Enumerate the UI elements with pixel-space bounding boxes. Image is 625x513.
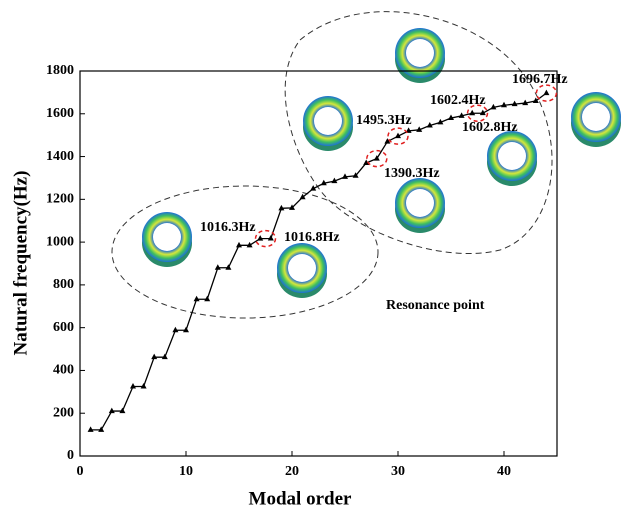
x-tick-label: 30 <box>391 464 405 479</box>
data-point <box>130 383 136 389</box>
data-point <box>268 235 274 241</box>
mode-shape-hole <box>288 254 316 282</box>
x-tick-label: 20 <box>285 464 299 479</box>
y-tick-label: 1200 <box>46 192 74 207</box>
data-point <box>194 296 200 302</box>
y-axis-label: Natural frequency(Hz) <box>10 171 31 356</box>
y-tick-label: 1400 <box>46 149 74 164</box>
annotation: 1390.3Hz <box>384 166 440 181</box>
chart: Modal order Natural frequency(Hz) 020040… <box>0 0 625 513</box>
data-point <box>543 90 549 96</box>
data-point <box>469 110 475 116</box>
annotation: 1696.7Hz <box>512 72 568 87</box>
data-point <box>162 354 168 360</box>
x-tick-label: 10 <box>179 464 193 479</box>
data-point <box>225 264 231 270</box>
data-point <box>172 327 178 333</box>
y-tick-label: 1000 <box>46 234 74 249</box>
data-point <box>88 426 94 432</box>
annotation: 1602.4Hz <box>430 93 486 108</box>
annotation: 1016.3Hz <box>200 220 256 235</box>
y-tick-label: 200 <box>53 405 74 420</box>
mode-shape-hole <box>498 142 526 170</box>
data-point <box>278 205 284 211</box>
annotation: 1602.8Hz <box>462 120 518 135</box>
data-point <box>141 383 147 389</box>
y-tick-label: 1600 <box>46 106 74 121</box>
annotation: 1016.8Hz <box>284 230 340 245</box>
data-point <box>119 408 125 414</box>
annotation: 1495.3Hz <box>356 113 412 128</box>
mode-shape-hole <box>406 189 434 217</box>
y-tick-label: 0 <box>67 448 74 463</box>
x-tick-label: 40 <box>497 464 511 479</box>
mode-shape-hole <box>153 223 181 251</box>
y-tick-label: 800 <box>53 277 74 292</box>
data-point <box>109 408 115 414</box>
y-tick-label: 1800 <box>46 63 74 78</box>
data-point <box>151 354 157 360</box>
y-tick-label: 400 <box>53 363 74 378</box>
mode-shapes <box>142 28 621 298</box>
data-point <box>300 194 306 200</box>
x-tick-label: 0 <box>77 464 84 479</box>
x-axis-label: Modal order <box>249 488 352 509</box>
mode-shape-hole <box>582 103 610 131</box>
decorations <box>112 12 552 318</box>
data-point <box>257 235 263 241</box>
data-point <box>183 327 189 333</box>
y-tick-label: 600 <box>53 320 74 335</box>
mode-shape-hole <box>406 39 434 67</box>
data-point <box>215 264 221 270</box>
annotation: Resonance point <box>386 298 485 313</box>
mode-shape-hole <box>314 107 342 135</box>
data-point <box>236 242 242 248</box>
data-point <box>204 296 210 302</box>
